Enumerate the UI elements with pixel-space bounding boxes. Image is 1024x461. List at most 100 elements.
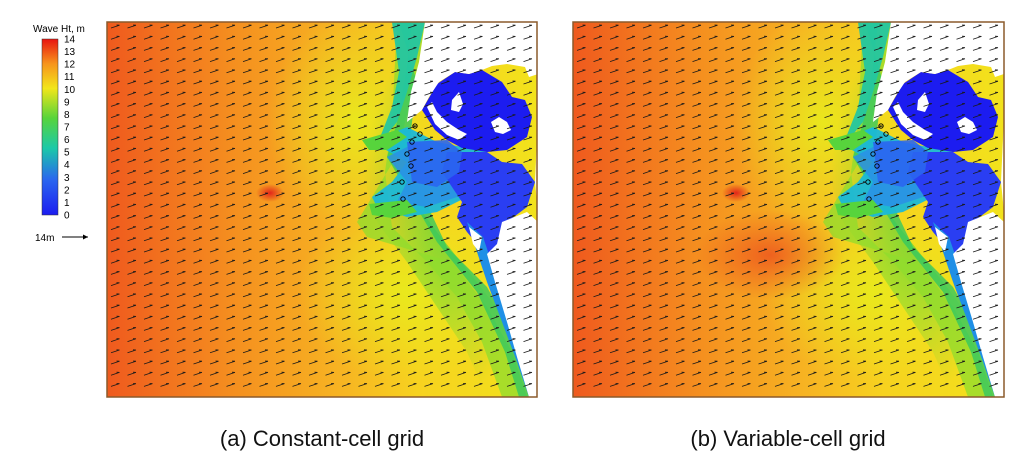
wave-vector (807, 47, 817, 51)
wave-vector (725, 315, 735, 320)
wave-vector (523, 293, 533, 298)
wave-vector (807, 282, 817, 286)
wave-vector (341, 24, 351, 29)
wave-vector (741, 293, 751, 298)
wave-vector (259, 349, 269, 354)
wave-vector (989, 136, 999, 141)
wave-vector (873, 35, 883, 40)
wave-vector (840, 259, 850, 264)
wave-vector (407, 338, 417, 342)
wave-vector (143, 103, 153, 107)
wave-vector (791, 327, 801, 331)
wave-vector (193, 35, 203, 40)
wave-vector (939, 192, 949, 197)
wave-vector (110, 304, 120, 309)
wave-vector (758, 349, 768, 354)
wave-vector (308, 35, 318, 40)
wave-vector (226, 349, 236, 354)
wave-vector (374, 338, 384, 342)
wave-vector (176, 371, 186, 376)
wave-vector (593, 349, 603, 354)
wave-vector (758, 35, 768, 40)
wave-vector (506, 125, 516, 130)
wave-vector (774, 91, 784, 96)
wave-vector (424, 282, 434, 286)
wave-vector (490, 293, 500, 298)
wave-vector (226, 248, 236, 253)
wave-vector (923, 259, 933, 264)
wave-vector (407, 170, 417, 174)
wave-vector (308, 103, 318, 107)
panel-b-gauges (865, 123, 889, 202)
wave-vector (358, 383, 368, 387)
wave-vector (374, 136, 384, 141)
wave-vector (242, 147, 252, 152)
wave-vector (242, 226, 252, 230)
wave-vector (325, 80, 335, 85)
wave-vector (989, 383, 999, 387)
wave-vector (708, 136, 718, 141)
wave-vector (890, 91, 900, 96)
wave-vector (725, 237, 735, 242)
wave-vector (374, 114, 384, 118)
wave-vector (609, 282, 619, 286)
wave-vector (457, 360, 467, 365)
wave-vector (473, 215, 483, 219)
wave-vector (226, 203, 236, 208)
wave-vector (242, 304, 252, 309)
wave-vector (626, 170, 636, 174)
wave-vector (659, 125, 669, 130)
wave-vector (457, 203, 467, 208)
wave-vector (906, 304, 916, 309)
wave-vector (758, 192, 768, 197)
wave-vector (939, 293, 949, 298)
wave-vector (692, 35, 702, 40)
wave-vector (275, 349, 285, 354)
wave-vector (193, 371, 203, 376)
wave-vector (374, 35, 384, 40)
wave-vector (593, 315, 603, 320)
wave-vector (358, 226, 368, 230)
wave-vector (774, 338, 784, 342)
wave-vector (791, 181, 801, 186)
wave-vector (308, 315, 318, 320)
gauge-marker (875, 139, 881, 145)
wave-vector (440, 203, 450, 208)
wave-vector (440, 181, 450, 186)
wave-vector (424, 304, 434, 309)
wave-vector (791, 349, 801, 354)
wave-vector (791, 259, 801, 264)
wave-vector (226, 125, 236, 130)
wave-vector (506, 248, 516, 253)
wave-vector (209, 248, 219, 253)
wave-vector (890, 237, 900, 242)
wave-vector (626, 282, 636, 286)
wave-vector (873, 327, 883, 331)
wave-vector (259, 237, 269, 242)
wave-vector (774, 349, 784, 354)
wave-vector (824, 304, 834, 309)
wave-vector (457, 58, 467, 62)
wave-vector (659, 271, 669, 275)
wave-vector (906, 181, 916, 186)
wave-vector (473, 114, 483, 118)
wave-vector (890, 293, 900, 298)
wave-vector (923, 327, 933, 331)
wave-vector (160, 293, 170, 298)
wave-vector (906, 237, 916, 242)
wave-vector (659, 383, 669, 387)
wave-vector (609, 170, 619, 174)
wave-vector (923, 147, 933, 152)
wave-vector (972, 215, 982, 219)
wave-vector (989, 282, 999, 286)
wave-vector (675, 203, 685, 208)
wave-vector (824, 248, 834, 253)
wave-vector (226, 181, 236, 186)
wave-vector (873, 91, 883, 96)
wave-vector (457, 383, 467, 387)
wave-vector (127, 125, 137, 130)
wave-vector (824, 293, 834, 298)
wave-vector (659, 360, 669, 365)
wave-vector (989, 271, 999, 275)
wave-vector (391, 192, 401, 197)
